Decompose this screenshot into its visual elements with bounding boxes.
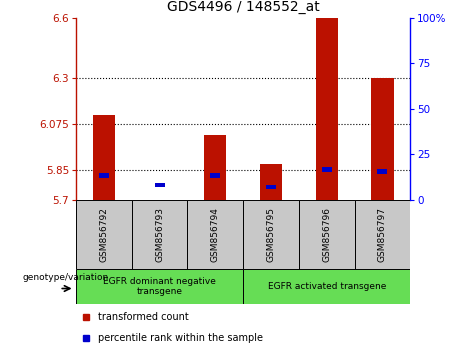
- Bar: [210, 173, 220, 178]
- Text: EGFR activated transgene: EGFR activated transgene: [267, 282, 386, 291]
- Bar: [316, 18, 338, 200]
- Bar: [76, 269, 243, 304]
- Text: GSM856792: GSM856792: [100, 207, 108, 262]
- Bar: [243, 200, 299, 269]
- Bar: [371, 79, 394, 200]
- Bar: [76, 200, 132, 269]
- Bar: [93, 115, 115, 200]
- Bar: [260, 164, 282, 200]
- Bar: [299, 200, 355, 269]
- Bar: [99, 173, 109, 178]
- Bar: [154, 183, 165, 187]
- Text: GSM856795: GSM856795: [266, 207, 276, 262]
- Text: GSM856794: GSM856794: [211, 207, 220, 262]
- Bar: [204, 135, 226, 200]
- Title: GDS4496 / 148552_at: GDS4496 / 148552_at: [167, 0, 319, 14]
- Bar: [266, 185, 276, 189]
- Text: GSM856796: GSM856796: [322, 207, 331, 262]
- Text: GSM856793: GSM856793: [155, 207, 164, 262]
- Bar: [322, 167, 332, 172]
- Bar: [378, 170, 387, 174]
- Text: percentile rank within the sample: percentile rank within the sample: [98, 332, 263, 343]
- Bar: [355, 200, 410, 269]
- Text: genotype/variation: genotype/variation: [23, 273, 109, 282]
- Text: GSM856797: GSM856797: [378, 207, 387, 262]
- Bar: [132, 200, 188, 269]
- Text: EGFR dominant negative
transgene: EGFR dominant negative transgene: [103, 277, 216, 296]
- Bar: [243, 269, 410, 304]
- Bar: [188, 200, 243, 269]
- Text: transformed count: transformed count: [98, 312, 189, 322]
